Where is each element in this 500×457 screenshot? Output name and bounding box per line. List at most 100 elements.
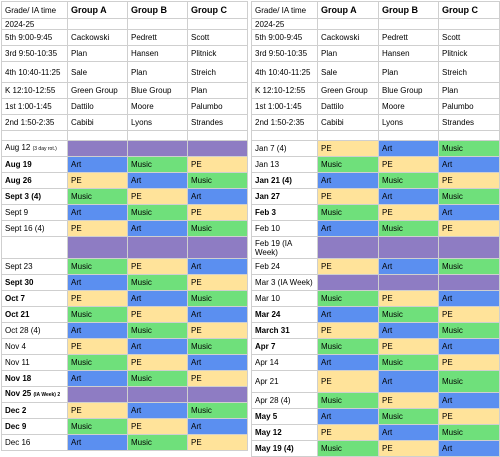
- group-a-special: Art: [317, 220, 379, 237]
- week-date: Sept 9: [1, 204, 68, 221]
- group-b-special: Art: [378, 258, 439, 275]
- info-row: 2nd 1:50-2:35 Cabibi Lyons Strandes: [251, 114, 500, 131]
- teacher-cell: Pedrett: [127, 29, 188, 46]
- week-date-text: Nov 11: [5, 358, 30, 367]
- schedule-table-left: Grade/ IA time Group A Group B Group C 2024-…: [1, 1, 248, 451]
- group-b-special: Art: [378, 370, 439, 393]
- spacer-cell: [251, 130, 318, 141]
- week-date-text: Jan 27: [255, 192, 280, 201]
- week-date: Dec 9: [1, 418, 68, 435]
- week-row: Mar 24 Art Music PE: [251, 306, 500, 323]
- week-date-text: Sept 3 (4): [5, 192, 42, 201]
- header-group: Group B: [378, 1, 439, 19]
- group-b-special: PE: [127, 354, 188, 371]
- week-row: Sept 16 (4) PE Art Music: [1, 220, 248, 237]
- schedule-table-right: Grade/ IA time Group A Group B Group C 2024-…: [251, 1, 500, 457]
- teacher-cell: Plan: [317, 45, 379, 62]
- group-a-special: [67, 140, 128, 157]
- group-a-special: PE: [317, 370, 379, 393]
- week-date-text: Aug 26: [5, 176, 32, 185]
- group-c-special: [187, 386, 248, 403]
- teacher-cell: Blue Group: [127, 82, 188, 99]
- week-date: Dec 2: [1, 402, 68, 419]
- week-date: March 31: [251, 322, 318, 339]
- group-c-special: PE: [187, 434, 248, 451]
- teacher-cell: Palumbo: [438, 98, 500, 115]
- info-row: 4th 10:40-11:25 Sale Plan Streich: [1, 61, 248, 83]
- week-date-text: Mar 10: [255, 294, 280, 303]
- teacher-cell: Moore: [378, 98, 439, 115]
- week-date-text: Aug 19: [5, 160, 32, 169]
- grade-time-label: K 12:10-12:55: [251, 82, 318, 99]
- week-date-text: Feb 24: [255, 262, 280, 271]
- header-grade-time: Grade/ IA time: [251, 1, 318, 19]
- teacher-cell: Scott: [187, 29, 248, 46]
- week-row: Nov 18 Art Music PE: [1, 370, 248, 387]
- teacher-cell: Lyons: [127, 114, 188, 131]
- grade-time-label: 2024-25: [251, 18, 318, 30]
- teacher-cell: Cabibi: [317, 114, 379, 131]
- group-a-special: PE: [67, 402, 128, 419]
- grade-time-label: 4th 10:40-11:25: [1, 61, 68, 83]
- spacer-cell: [127, 130, 188, 141]
- group-a-special: Art: [67, 434, 128, 451]
- group-a-special: [67, 386, 128, 403]
- grade-time-label: 2024-25: [1, 18, 68, 30]
- group-b-special: Art: [378, 140, 439, 157]
- week-date-text: Sept 23: [5, 262, 33, 271]
- week-date-text: Jan 21 (4): [255, 176, 292, 185]
- group-c-special: PE: [187, 322, 248, 339]
- teacher-cell: [127, 18, 188, 30]
- spacer-row: [251, 130, 500, 141]
- teacher-cell: Streich: [438, 61, 500, 83]
- group-a-special: Art: [67, 370, 128, 387]
- week-date: Oct 28 (4): [1, 322, 68, 339]
- group-b-special: [378, 274, 439, 291]
- grade-time-label: 5th 9:00-9:45: [251, 29, 318, 46]
- week-date: Mar 10: [251, 290, 318, 307]
- teacher-cell: Sale: [67, 61, 128, 83]
- week-row: [1, 236, 248, 259]
- week-row: Oct 7 PE Art Music: [1, 290, 248, 307]
- group-c-special: Art: [438, 204, 500, 221]
- group-c-special: [438, 236, 500, 259]
- group-b-special: Art: [127, 220, 188, 237]
- group-a-special: [317, 274, 379, 291]
- group-a-special: Art: [317, 172, 379, 189]
- week-row: Oct 28 (4) Art Music PE: [1, 322, 248, 339]
- group-b-special: Art: [127, 338, 188, 355]
- week-row: Mar 3 (IA Week): [251, 274, 500, 291]
- week-row: Dec 2 PE Art Music: [1, 402, 248, 419]
- week-row: Feb 19 (IA Week): [251, 236, 500, 259]
- week-date-text: Sept 9: [5, 208, 29, 217]
- group-c-special: PE: [187, 156, 248, 173]
- week-date-text: Sept 16 (4): [5, 224, 45, 233]
- group-b-special: [378, 236, 439, 259]
- group-a-special: Art: [67, 204, 128, 221]
- group-c-special: PE: [438, 408, 500, 425]
- group-b-special: Music: [378, 408, 439, 425]
- week-row: Nov 4 PE Art Music: [1, 338, 248, 355]
- group-c-special: Music: [438, 424, 500, 441]
- group-c-special: PE: [438, 306, 500, 323]
- week-row: Aug 12 (3 day rot.): [1, 140, 248, 157]
- week-date-text: Oct 7: [5, 294, 26, 303]
- group-b-special: Music: [127, 370, 188, 387]
- group-a-special: Music: [67, 418, 128, 435]
- week-date: Nov 11: [1, 354, 68, 371]
- week-date-text: Jan 13: [255, 160, 280, 169]
- info-row: 2024-25: [1, 18, 248, 30]
- group-a-special: [67, 236, 128, 259]
- group-c-special: Art: [187, 188, 248, 205]
- week-row: Jan 27 PE Art Music: [251, 188, 500, 205]
- teacher-cell: Hansen: [378, 45, 439, 62]
- week-date-text: Nov 18: [5, 374, 32, 383]
- group-b-special: PE: [378, 156, 439, 173]
- header-group: Group C: [187, 1, 248, 19]
- week-row: May 19 (4) Music PE Art: [251, 440, 500, 457]
- week-date: Feb 3: [251, 204, 318, 221]
- teacher-cell: Plan: [187, 82, 248, 99]
- week-date: Sept 3 (4): [1, 188, 68, 205]
- group-a-special: Art: [317, 354, 379, 371]
